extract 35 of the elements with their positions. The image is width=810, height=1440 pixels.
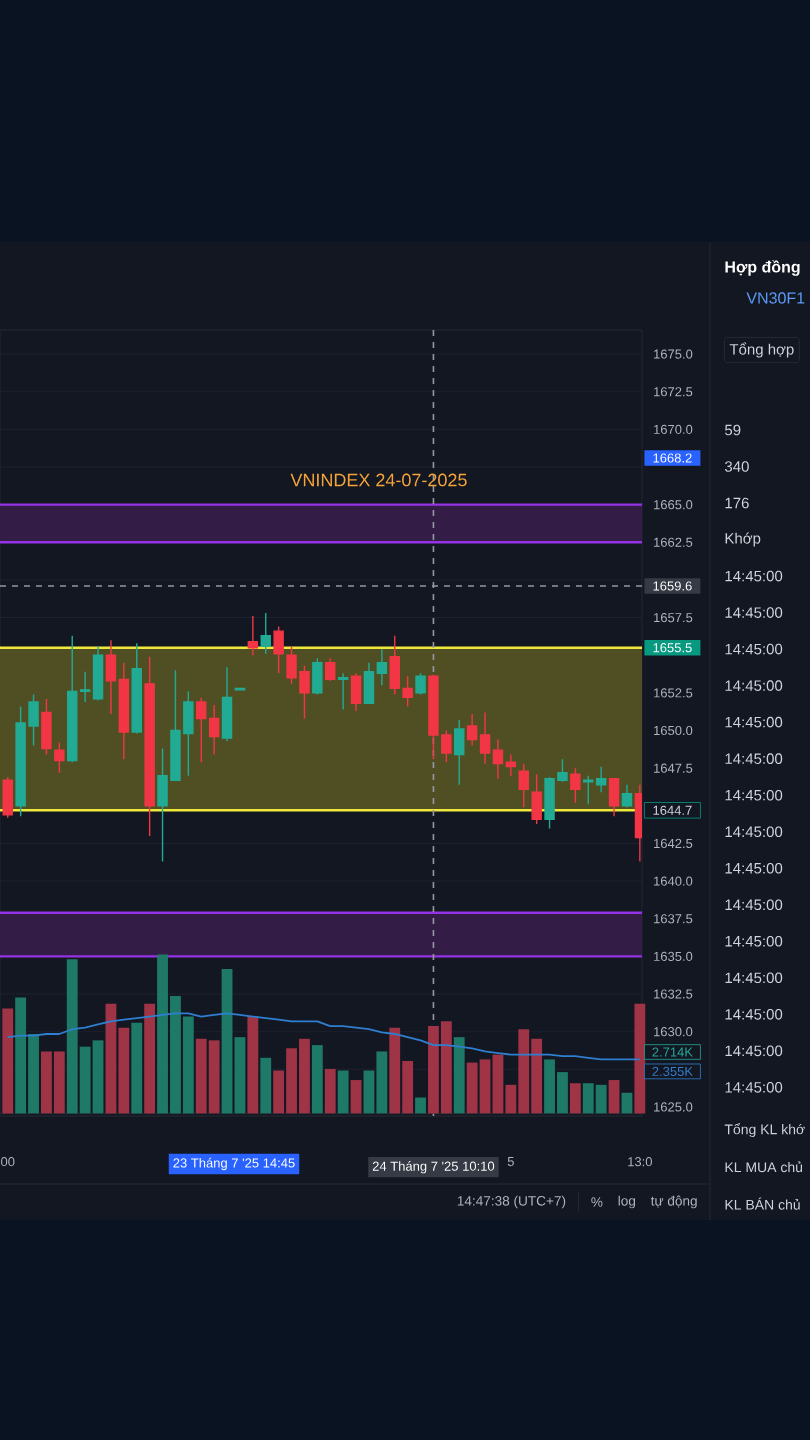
candlestick [144,656,155,837]
candlestick [415,672,426,696]
bar [415,1097,426,1114]
candlestick [350,672,362,712]
candlestick [570,767,581,804]
candlestick [41,698,52,756]
candlestick [325,657,336,682]
candlestick [273,625,284,674]
annotation: VNINDEX 24-07-2025 [290,473,467,487]
bar [569,1083,581,1114]
candlestick [54,741,65,774]
candlestick [247,615,259,656]
candlestick [608,778,620,818]
text: Hợp đồng [725,260,800,276]
bar [350,1080,362,1114]
candlestick [531,773,542,825]
bar [131,1022,143,1114]
bar [608,1080,620,1114]
bar [337,1070,349,1114]
bar [453,1037,465,1114]
bar [2,1008,14,1114]
bar [324,1068,336,1114]
candlestick [2,776,13,819]
candlestick [337,672,349,711]
candlestick [634,784,643,863]
candlestick [518,762,529,809]
bar [260,1057,272,1114]
candlestick [221,666,233,742]
candlestick [621,784,633,809]
bar [634,1003,646,1114]
bar [311,1045,323,1114]
bar [247,1016,259,1114]
text: VN30F1 [746,292,805,304]
candlestick [312,657,323,696]
bar [144,1003,156,1114]
